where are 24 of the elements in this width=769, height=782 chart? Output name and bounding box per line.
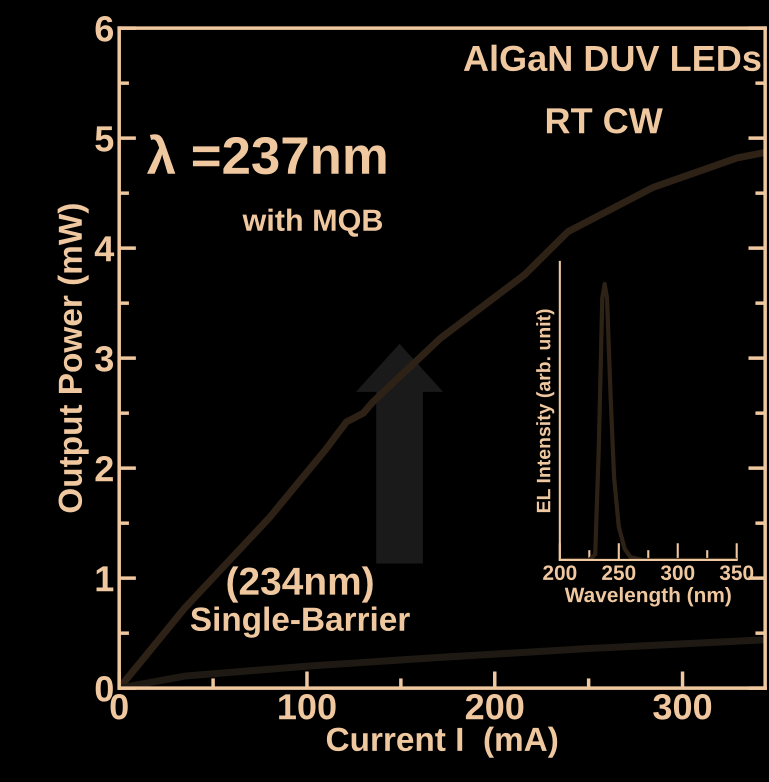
y-tick-label: 0 <box>96 676 113 702</box>
x-tick-label: 200 <box>466 694 524 720</box>
x-tick-label: 300 <box>660 565 694 580</box>
y-tick-label: 2 <box>96 456 113 482</box>
y-axis-title: Output Power (mW) <box>58 204 89 512</box>
x-axis-title: Wavelength (nm) <box>564 586 731 606</box>
annotation: Single-Barrier <box>190 606 410 638</box>
x-tick-label: 250 <box>602 565 636 580</box>
x-tick-label: 200 <box>543 565 576 580</box>
annotation: λ =237nm <box>146 134 386 174</box>
chart-title: AlGaN DUV LEDs <box>464 44 760 72</box>
x-axis-title: Current I (mA) <box>326 726 558 758</box>
annotation: RT CW <box>546 108 663 134</box>
y-tick-label: 4 <box>94 236 114 262</box>
x-tick-label: 350 <box>720 565 754 580</box>
y-tick-label: 3 <box>95 346 114 372</box>
x-tick-label: 100 <box>279 694 336 720</box>
x-tick-label: 300 <box>653 694 712 720</box>
y-axis-title: EL Intensity (arb. unit) <box>536 309 554 512</box>
y-tick-label: 1 <box>96 566 114 592</box>
y-tick-label: 6 <box>96 16 114 42</box>
annotation: (234nm) <box>227 566 373 603</box>
annotation: with MQB <box>242 208 382 237</box>
y-tick-label: 5 <box>95 126 114 152</box>
